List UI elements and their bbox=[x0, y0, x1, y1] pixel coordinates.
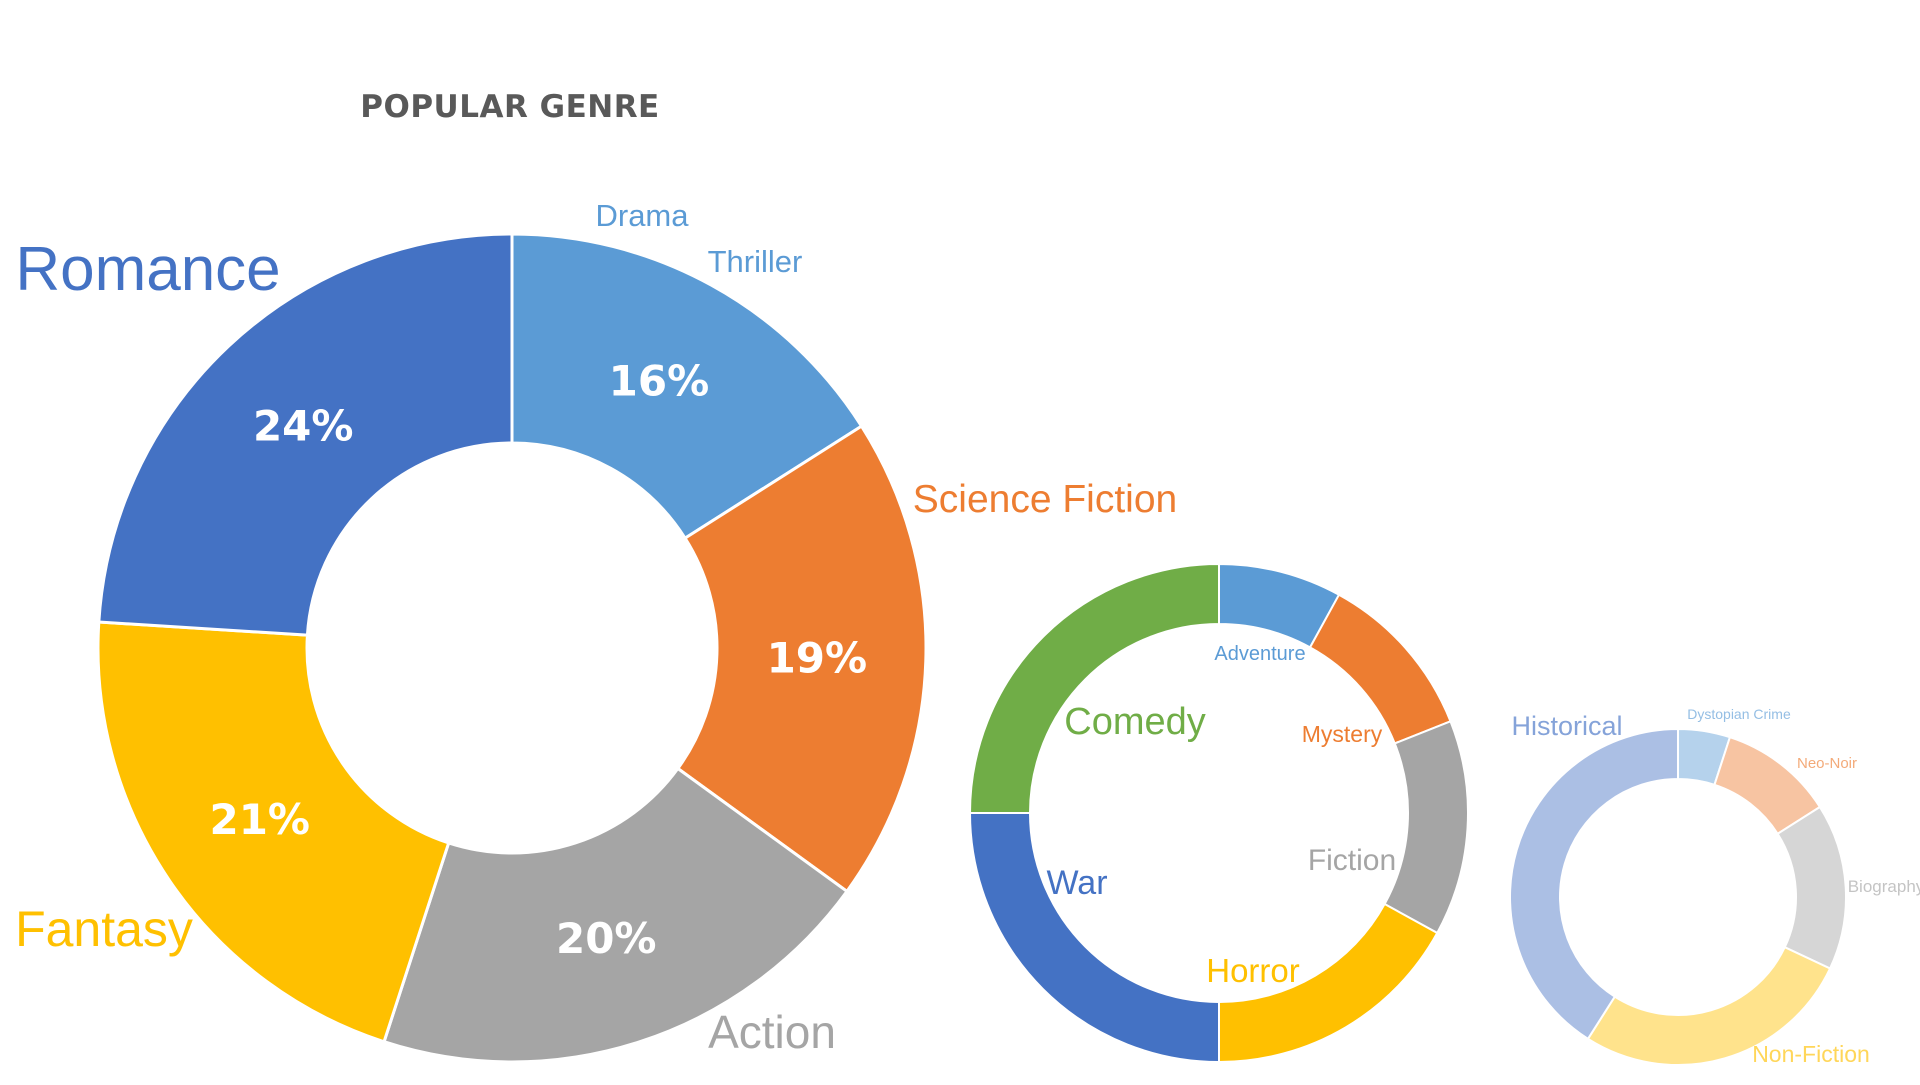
slice-science-fiction[interactable] bbox=[675, 424, 928, 894]
donut-chart-tertiary: Dystopian Crime Neo-Noir Biography Non-Fict… bbox=[1508, 706, 1920, 1067]
category-label-mystery: Mystery bbox=[1302, 721, 1383, 747]
slice-fiction[interactable] bbox=[1383, 720, 1469, 935]
category-label-adventure: Adventure bbox=[1214, 643, 1305, 665]
category-label-drama: Drama bbox=[595, 198, 689, 233]
category-label-fiction: Fiction bbox=[1308, 844, 1396, 877]
donut-chart-secondary: Adventure Mystery Fiction Horror War Comedy bbox=[968, 562, 1469, 1064]
category-label-fantasy: Fantasy bbox=[15, 901, 193, 957]
slice-thriller[interactable] bbox=[510, 232, 864, 541]
category-label-horror: Horror bbox=[1206, 952, 1300, 989]
slice-historical[interactable] bbox=[1508, 727, 1679, 1041]
value-label-fantasy: 21% bbox=[209, 795, 310, 844]
category-label-neo-noir: Neo-Noir bbox=[1797, 755, 1857, 772]
category-label-thriller: Thriller bbox=[708, 244, 803, 279]
category-label-non-fiction: Non-Fiction bbox=[1752, 1041, 1870, 1067]
value-label-thriller: 16% bbox=[609, 356, 710, 405]
value-label-science-fiction: 19% bbox=[767, 633, 868, 682]
category-label-science-fiction: Science Fiction bbox=[913, 478, 1177, 521]
donut-chart-popular-genre: 16% Thriller 19% Science Fiction 20% Action 21… bbox=[15, 198, 1177, 1064]
slice-fantasy[interactable] bbox=[96, 620, 451, 1044]
category-label-dystopian-crime: Dystopian Crime bbox=[1687, 706, 1791, 722]
category-label-romance: Romance bbox=[15, 235, 280, 304]
slice-action[interactable] bbox=[382, 766, 850, 1064]
category-label-comedy: Comedy bbox=[1064, 701, 1206, 743]
slice-romance[interactable] bbox=[97, 232, 514, 637]
slice-war[interactable] bbox=[968, 812, 1220, 1064]
category-label-action: Action bbox=[708, 1006, 836, 1058]
slice-comedy[interactable] bbox=[968, 562, 1220, 814]
category-label-biography: Biography bbox=[1848, 877, 1920, 896]
category-label-historical: Historical bbox=[1511, 711, 1622, 741]
value-label-action: 20% bbox=[556, 914, 657, 963]
value-label-romance: 24% bbox=[253, 401, 354, 450]
slice-biography[interactable] bbox=[1776, 805, 1848, 970]
category-label-war: War bbox=[1046, 864, 1107, 902]
chart-title: POPULAR GENRE bbox=[360, 89, 660, 125]
